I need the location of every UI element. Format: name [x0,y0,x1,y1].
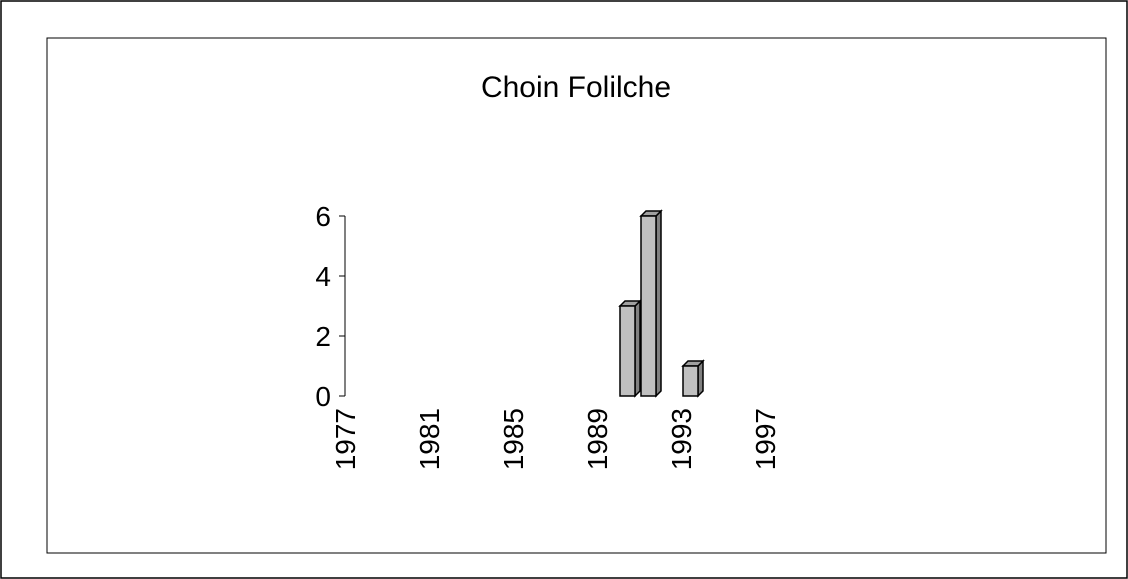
y-tick-label: 2 [315,321,331,352]
bar [639,209,663,398]
bar-front [619,305,636,397]
chart-title: Choin Folilche [481,71,671,104]
x-tick-label: 1989 [582,408,613,470]
bar-front [640,215,657,397]
bar [681,359,705,398]
y-tick-label: 6 [315,201,331,232]
y-tick-label: 4 [315,261,331,292]
x-tick-label: 1977 [330,408,361,470]
y-tick-label: 0 [315,381,331,412]
bar [618,299,642,398]
x-tick-label: 1981 [414,408,445,470]
chart-area [46,37,1107,554]
bar-front [682,365,699,397]
x-tick-label: 1985 [498,408,529,470]
x-tick-label: 1997 [750,408,781,470]
x-tick-label: 1993 [666,408,697,470]
